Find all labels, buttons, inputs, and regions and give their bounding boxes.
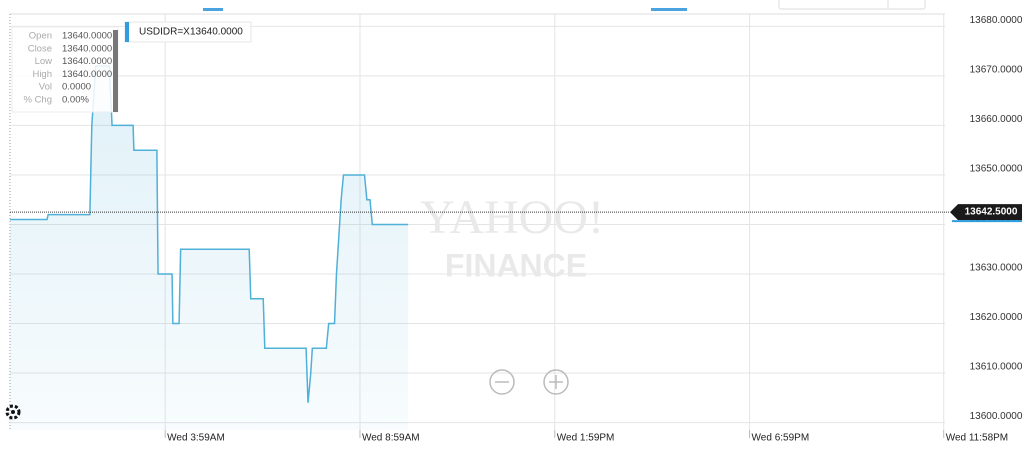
last-price-badge [950,204,1022,221]
tooltip-price: 13640.0000 [190,27,243,38]
last-price-label: 13642.5000 [965,207,1018,218]
x-tick-label: Wed 1:59PM [557,433,615,444]
ohlc-label: % Chg [23,95,52,106]
y-tick-label: 13670.0000 [970,65,1023,76]
settings-icon[interactable] [5,404,21,420]
y-tick-label: 13610.0000 [970,362,1023,373]
ohlc-value: 0.00% [62,95,89,106]
zoom-in[interactable] [543,369,569,395]
watermark-text: YAHOO! [420,191,604,244]
y-tick-label: 13660.0000 [970,114,1023,125]
x-tick-label: Wed 3:59AM [167,433,225,444]
x-tick-label: Wed 6:59PM [752,433,810,444]
watermark-text: FINANCE [445,247,587,283]
y-tick-label: 13600.0000 [970,411,1023,422]
ohlc-label: Vol [39,82,52,93]
y-tick-label: 13630.0000 [970,263,1023,274]
tab-indicator [203,8,223,11]
ohlc-panel: Open 13640.0000 Close 13640.0000 Low 13640.00… [11,26,119,113]
tooltip-swatch [125,22,129,42]
input-box[interactable] [778,0,926,10]
tab-indicator [651,8,687,11]
ohlc-value: 0.0000 [62,82,91,93]
ohlc-label: Low [35,56,53,67]
crosshair-bar [113,30,118,112]
tooltip: USDIDR=X 13640.0000 [124,21,252,43]
x-tick-label: Wed 8:59AM [362,433,420,444]
y-tick-label: 13680.0000 [970,15,1023,26]
grid: 13600.0000 13610.0000 13620.0000 13630.0000… [10,14,1023,444]
tooltip-symbol: USDIDR=X [139,27,190,38]
ohlc-label: Open [29,31,52,42]
y-tick-label: 13620.0000 [970,312,1023,323]
ohlc-value: 13640.0000 [62,56,112,67]
ohlc-label: High [32,69,52,80]
zoom-controls [489,369,569,395]
ohlc-value: 13640.0000 [62,69,112,80]
zoom-out[interactable] [489,369,515,395]
area [10,66,409,430]
ohlc-value: 13640.0000 [62,43,112,54]
y-tick-label: 13650.0000 [970,164,1023,175]
watermark: YAHOO! FINANCE [420,191,604,283]
ohlc-label: Close [28,43,52,54]
ohlc-value: 13640.0000 [62,31,112,42]
x-tick-label: Wed 11:58PM [946,433,1008,444]
